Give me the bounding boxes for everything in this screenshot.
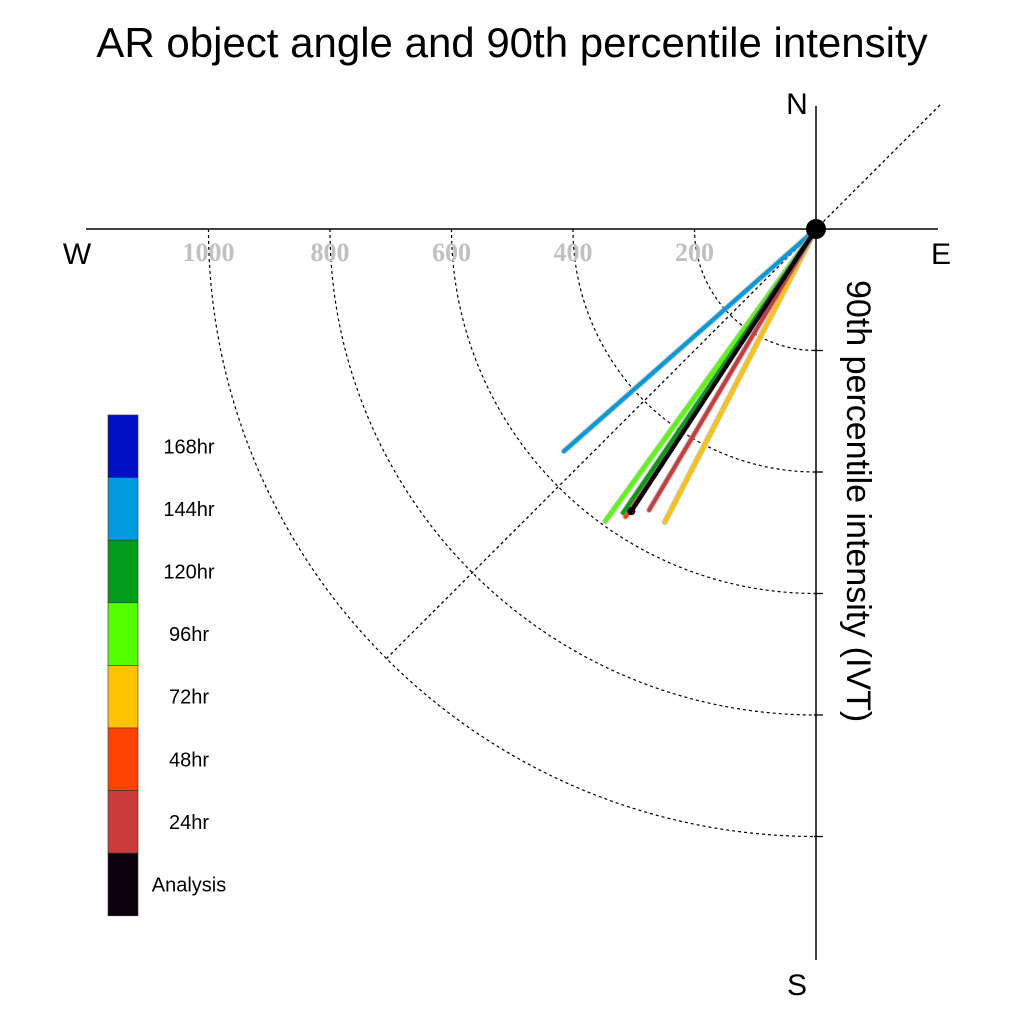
legend-swatch-72hr (107, 665, 139, 729)
radial-rings (207, 228, 823, 838)
chart-title: AR object angle and 90th percentile inte… (96, 19, 927, 66)
legend-label-120hr: 120hr (163, 562, 214, 584)
tick-label-1000: 1000 (183, 238, 235, 267)
legend-label-48hr: 48hr (169, 749, 209, 771)
compass-north-label: N (786, 88, 808, 121)
radial-tick-labels: 200 400 600 800 1000 (183, 238, 715, 267)
reference-diagonal-line (385, 104, 941, 660)
legend-label-Analysis: Analysis (152, 875, 226, 897)
radial-ring-800 (329, 228, 817, 716)
compass-east-label: E (931, 238, 951, 271)
ar-vectors (561, 226, 819, 526)
legend-label-96hr: 96hr (169, 624, 209, 646)
radial-axis-label: 90th percentile intensity (IVT) (839, 280, 877, 722)
radial-ring-600 (450, 228, 817, 595)
vector-end-Analysis (627, 507, 636, 516)
legend-label-24hr: 24hr (169, 812, 209, 834)
legend-swatch-24hr (107, 790, 139, 854)
tick-label-200: 200 (675, 238, 714, 267)
legend-swatch-96hr (107, 602, 139, 666)
radial-ring-400 (572, 228, 817, 473)
legend-swatch-168hr (107, 414, 139, 478)
compass-west-label: W (63, 238, 92, 271)
vector-Analysis (629, 226, 819, 514)
origin-marker (806, 219, 826, 239)
vector-72hr (662, 227, 818, 525)
vector-144hr (562, 227, 818, 454)
legend-label-72hr: 72hr (169, 687, 209, 709)
radial-ring-200 (693, 228, 817, 352)
legend-swatch-120hr (107, 539, 139, 604)
legend-label-144hr: 144hr (163, 499, 214, 521)
tick-label-800: 800 (311, 238, 350, 267)
tick-label-600: 600 (432, 238, 471, 267)
legend-swatch-144hr (107, 477, 139, 541)
legend-label-168hr: 168hr (163, 436, 214, 458)
tick-label-400: 400 (554, 238, 593, 267)
radial-ring-1000 (207, 228, 817, 838)
legend-swatch-Analysis (107, 852, 139, 917)
compass-south-label: S (787, 969, 807, 1002)
legend-swatch-48hr (107, 727, 139, 791)
legend: 168hr 144hr 120hr 96hr 72hr 48hr 24hr Analysis (107, 414, 226, 917)
